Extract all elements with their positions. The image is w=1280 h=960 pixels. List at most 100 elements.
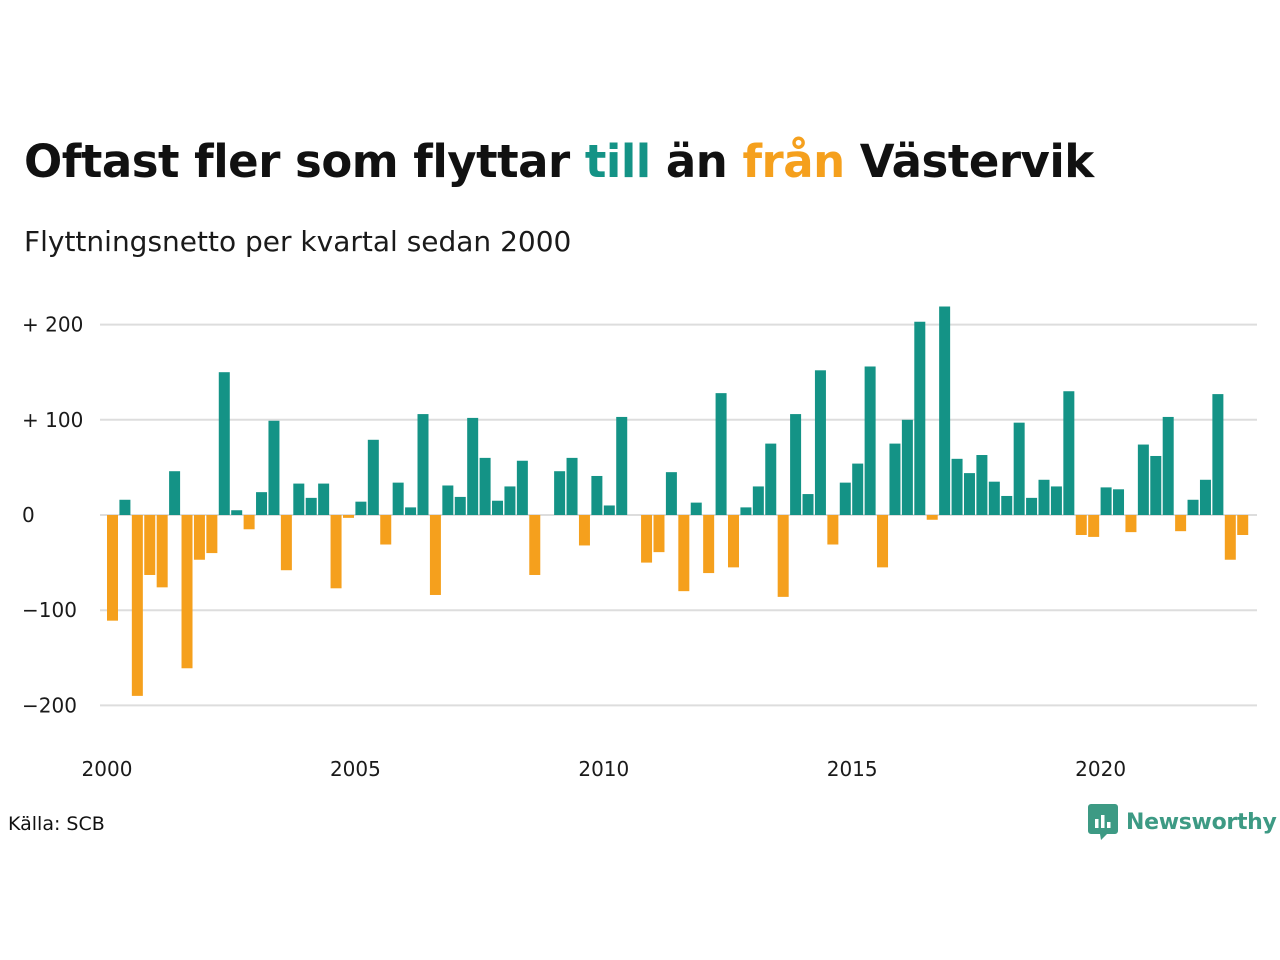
bars [107,306,1249,696]
bar-negative [703,515,715,574]
bar-positive [1150,455,1162,515]
brand-logo: Newsworthy [1088,803,1277,841]
bar-negative [529,515,541,575]
bar-positive [1038,479,1050,515]
x-tick-label: 2010 [578,757,629,781]
bar-positive [442,485,454,515]
title-part2: än [650,135,743,188]
bar-positive [1050,486,1062,515]
bar-negative [1175,515,1187,532]
bar-positive [939,306,951,515]
bar-negative [131,515,143,696]
bar-positive [1063,391,1075,515]
bar-negative [678,515,690,592]
y-axis: + 200 + 100 0 −100 −200 [22,313,83,718]
bar-positive [367,439,379,515]
title-part1: Oftast fler som flyttar [24,135,585,188]
bar-negative [342,515,354,518]
bar-negative [193,515,205,560]
title-part3: Västervik [844,135,1094,188]
bar-positive [169,471,181,515]
bar-negative [877,515,889,568]
bar-positive [1026,497,1038,515]
bar-negative [653,515,665,553]
bar-positive [504,486,516,515]
bar-chart: + 200 + 100 0 −100 −200 2000 2005 2010 2015 2020 [22,306,1257,781]
bar-negative [380,515,392,545]
bar-positive [256,492,268,515]
bar-positive [318,483,330,515]
bar-negative [280,515,292,571]
bar-positive [405,507,417,515]
bar-positive [901,419,913,515]
chart-title: Oftast fler som flyttar till än från Väs… [24,131,1094,193]
x-tick-label: 2020 [1075,757,1126,781]
bar-positive [616,416,628,515]
x-tick-label: 2005 [330,757,381,781]
bar-negative [1224,515,1236,560]
y-tick-label: + 200 [22,313,83,337]
newsworthy-logo-icon [1088,804,1118,840]
bar-negative [641,515,653,563]
bar-positive [988,481,1000,515]
bar-positive [752,486,764,515]
bar-positive [392,482,404,515]
bar-negative [926,515,938,520]
bar-positive [417,414,429,515]
bar-positive [790,414,802,515]
bar-positive [715,393,727,515]
bar-positive [914,321,926,515]
bar-positive [976,455,988,515]
y-tick-label: 0 [22,503,35,527]
bar-negative [206,515,218,554]
bar-positive [690,502,702,515]
bar-positive [1212,394,1224,515]
x-axis: 2000 2005 2010 2015 2020 [82,757,1127,781]
title-highlight-till: till [584,135,651,188]
bar-positive [1013,422,1025,515]
bar-positive [479,457,491,515]
bar-positive [951,458,963,515]
brand-name: Newsworthy [1126,809,1277,835]
bar-negative [1088,515,1100,537]
x-tick-label: 2015 [827,757,878,781]
bar-positive [889,443,901,515]
bar-positive [603,505,615,515]
bar-positive [665,472,677,515]
bar-positive [1187,499,1199,515]
bar-negative [1125,515,1137,533]
bar-negative [181,515,193,669]
bar-negative [1237,515,1249,535]
bar-positive [293,483,305,515]
bar-positive [119,499,131,515]
bar-positive [305,497,317,515]
source-note: Källa: SCB [8,813,105,835]
title-highlight-fran: från [742,135,845,188]
bar-positive [1100,487,1112,515]
bar-positive [467,417,479,515]
bar-positive [454,496,466,515]
bar-positive [231,510,243,515]
bar-positive [492,500,504,515]
bar-positive [814,370,826,515]
bar-positive [1162,416,1174,515]
bar-negative [429,515,441,595]
bar-negative [156,515,168,588]
bar-positive [963,473,975,515]
bar-negative [107,515,118,621]
bar-negative [243,515,255,530]
bar-positive [218,372,230,515]
bar-positive [1001,495,1013,515]
bar-negative [1075,515,1087,535]
bar-negative [144,515,156,575]
bar-positive [566,457,578,515]
x-tick-label: 2000 [82,757,133,781]
bar-positive [554,471,566,515]
bar-positive [740,507,752,515]
bar-positive [591,475,603,515]
bar-negative [578,515,590,546]
bar-negative [330,515,342,589]
bar-positive [852,463,864,515]
y-tick-label: −100 [22,598,77,622]
bar-negative [827,515,839,545]
